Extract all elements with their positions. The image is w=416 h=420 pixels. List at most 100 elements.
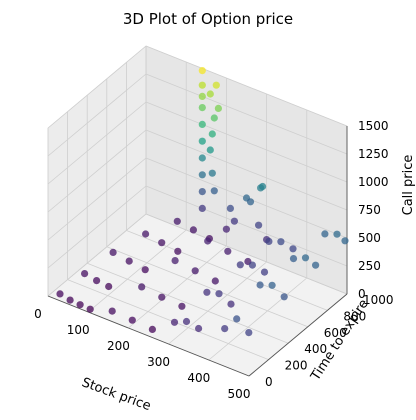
data-point <box>108 307 116 315</box>
z-gridline-back <box>145 129 348 211</box>
data-point <box>125 257 133 265</box>
data-point <box>198 137 206 145</box>
data-point <box>341 237 349 245</box>
data-point <box>138 283 146 291</box>
z-gridline-side <box>47 185 147 269</box>
x-gridline-floor <box>208 277 308 361</box>
z-gridline-side <box>47 213 147 297</box>
z-gridline-side <box>47 157 147 241</box>
data-point <box>221 325 229 333</box>
y-tick-label: 600 <box>324 326 347 340</box>
y-axis-line <box>248 293 348 377</box>
z-gridline-back <box>145 185 348 267</box>
data-point <box>210 187 218 195</box>
tick-labels: 0100200300400500020040060080010000250500… <box>34 119 393 401</box>
data-point <box>204 237 212 245</box>
data-point <box>321 230 329 238</box>
data-point <box>198 92 206 100</box>
data-point <box>289 245 297 253</box>
data-point <box>174 247 182 255</box>
data-point <box>191 267 199 275</box>
x-tick-label: 300 <box>147 355 170 369</box>
data-point <box>212 81 220 89</box>
data-point <box>301 254 310 262</box>
z-gridline-back <box>145 213 348 295</box>
data-point <box>236 261 244 269</box>
x-axis-label: Stock price <box>80 375 153 414</box>
data-point <box>141 266 149 274</box>
data-point <box>198 120 206 128</box>
data-point <box>268 281 276 289</box>
z-tick-label: 750 <box>358 203 381 217</box>
z-axis-label: Call price <box>401 155 416 216</box>
data-point <box>255 221 263 229</box>
data-point <box>195 324 203 333</box>
data-point <box>189 226 197 234</box>
data-point <box>256 281 264 289</box>
z-tick-label: 1000 <box>358 175 389 189</box>
data-point <box>142 230 150 238</box>
data-point <box>206 90 214 98</box>
x-tick-label: 100 <box>67 323 90 337</box>
data-point <box>248 261 256 269</box>
chart-title: 3D Plot of Option price <box>123 10 293 28</box>
data-point <box>173 217 181 225</box>
data-point <box>210 114 218 122</box>
y-tick-label: 800 <box>343 309 366 323</box>
data-point <box>333 230 341 238</box>
z-gridline-back <box>145 73 348 155</box>
y-gridline-floor <box>106 246 308 328</box>
data-point <box>224 247 232 255</box>
data-point <box>312 261 320 269</box>
data-point <box>105 282 113 291</box>
data-point <box>198 204 206 212</box>
x-gridline-floor <box>87 229 187 313</box>
grid-lines <box>47 45 348 377</box>
data-point <box>86 305 94 313</box>
data-point <box>198 188 206 196</box>
data-point <box>128 316 136 324</box>
data-point <box>76 301 84 309</box>
data-point <box>214 104 222 112</box>
data-point <box>198 171 206 179</box>
data-point <box>198 67 206 75</box>
data-point <box>170 318 179 326</box>
data-point <box>56 290 64 298</box>
data-point <box>208 130 216 138</box>
scatter-points <box>56 67 349 337</box>
y-gridline-floor <box>87 262 289 344</box>
data-point <box>226 204 234 212</box>
data-point <box>158 239 166 247</box>
z-gridline-back <box>145 101 348 183</box>
y-tick-label: 400 <box>304 342 327 356</box>
y-tick-label: 0 <box>265 375 273 389</box>
y-tick-label: 1000 <box>363 293 394 307</box>
data-point <box>171 257 179 265</box>
data-point <box>198 81 206 89</box>
x-tick-label: 0 <box>34 307 42 321</box>
x-tick-label: 200 <box>107 339 130 353</box>
z-tick-label: 500 <box>358 231 381 245</box>
z-gridline-side <box>47 73 147 157</box>
data-point <box>66 296 74 304</box>
z-gridline-side <box>47 45 147 129</box>
z-tick-label: 0 <box>358 287 366 301</box>
z-tick-label: 1500 <box>358 119 389 133</box>
data-point <box>81 270 89 278</box>
data-point <box>259 182 267 191</box>
data-point <box>93 277 101 285</box>
y-gridline-floor <box>67 279 269 360</box>
data-point <box>222 225 230 233</box>
data-point <box>198 104 206 112</box>
z-gridline-side <box>47 129 147 213</box>
data-point <box>265 237 273 245</box>
z-tick-label: 1250 <box>358 147 389 161</box>
data-point <box>260 268 269 276</box>
z-gridline-side <box>47 101 147 185</box>
axis-lines <box>47 126 348 377</box>
data-point <box>206 146 214 154</box>
z-gridline-back <box>145 45 348 127</box>
x-gridline-floor <box>128 245 227 329</box>
